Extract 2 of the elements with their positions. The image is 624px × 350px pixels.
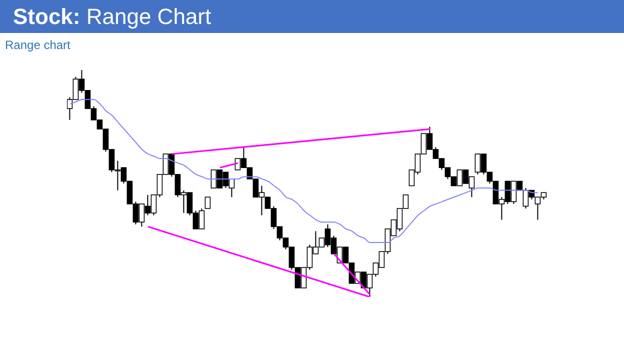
chart-title: Stock: Range Chart — [0, 0, 624, 33]
chart-subtitle: Range chart — [5, 38, 70, 52]
